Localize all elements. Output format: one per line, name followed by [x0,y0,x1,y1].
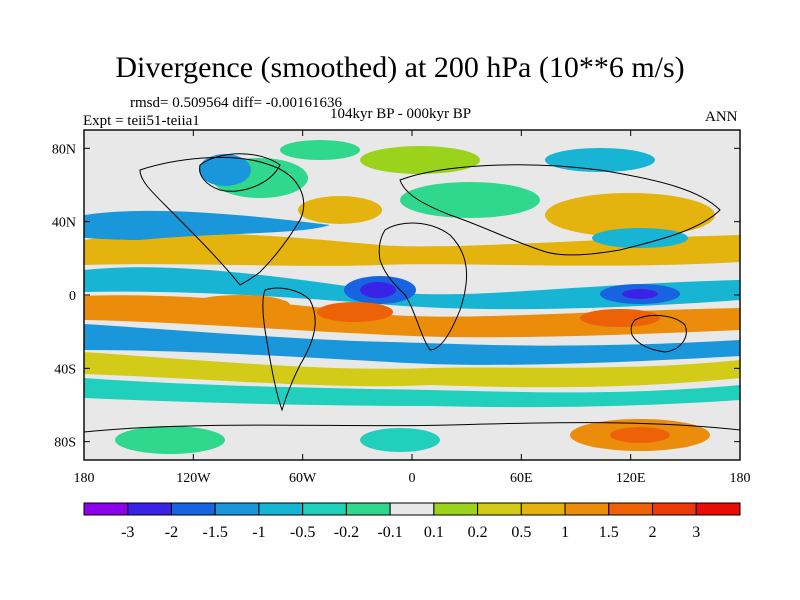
colorbar-label: 1.5 [599,524,619,541]
season-label: ANN [705,109,738,125]
colorbar-label: -0.1 [377,524,402,541]
contour-blob [360,282,396,298]
contour-blob [545,193,715,237]
colorbar-label: 0.2 [468,524,488,541]
colorbar-swatch [433,502,479,516]
contour-blob [592,228,688,248]
divergence-field [84,140,740,454]
x-tick-label: 120E [616,471,646,486]
contour-blob [610,427,670,443]
contour-band [84,352,740,388]
colorbar-swatch [695,502,741,516]
contour-blob [298,196,382,224]
colorbar-label: 3 [692,524,700,541]
colorbar-label: -0.5 [290,524,315,541]
contour-blob [545,148,655,172]
colorbar-swatch [258,502,304,516]
x-tick-label: 0 [409,471,416,486]
contour-blob [190,295,290,315]
contour-blob [360,146,480,174]
contour-blob [580,309,660,327]
x-tick-label: 60W [289,471,317,486]
contour-band [84,210,330,240]
y-tick-label: 0 [69,289,76,304]
x-tick-label: 180 [730,471,751,486]
experiment-label: Expt = teii51-teiia1 [83,113,200,129]
colorbar-label: -2 [165,524,178,541]
contour-blob [280,140,360,160]
y-tick-label: 80N [52,142,76,157]
y-axis: 80N 40N 0 40S 80S [52,142,740,451]
colorbar-swatch [302,502,347,516]
colorbar-swatch [214,502,260,516]
colorbar-swatch [345,502,391,516]
colorbar-label: -0.2 [334,524,359,541]
colorbar-swatch [389,502,435,516]
colorbar-label: -3 [121,524,134,541]
x-axis: 180 120W 60W 0 60E 120E 180 [74,130,751,486]
colorbar: -3 -2 -1.5 -1 -0.5 -0.2 -0.1 0.1 0.2 0.5 1 1.5 2 3 [83,502,741,541]
contour-blob [115,426,225,454]
colorbar-swatch [652,502,697,516]
contour-blob [317,302,393,322]
y-tick-label: 80S [54,436,76,451]
colorbar-label: 2 [649,524,657,541]
colorbar-swatch [477,502,522,516]
contour-band [84,378,740,408]
contour-blob [360,428,440,452]
x-tick-label: 180 [74,471,95,486]
contour-blob [199,154,251,186]
colorbar-label: 0.5 [511,524,531,541]
contour-blob [622,289,658,299]
rmsd-diff-stats: rmsd= 0.509564 diff= -0.00161636 [130,95,343,111]
colorbar-label: 1 [561,524,569,541]
contour-band [84,267,740,310]
colorbar-label: 0.1 [424,524,444,541]
contour-band [84,233,740,266]
period-label: 104kyr BP - 000kyr BP [330,106,472,122]
colorbar-swatch [608,502,654,516]
colorbar-label: -1 [252,524,265,541]
colorbar-swatch [564,502,610,516]
y-tick-label: 40S [54,362,76,377]
contour-blob [400,182,540,218]
x-tick-label: 60E [510,471,533,486]
colorbar-swatch [520,502,566,516]
map-title: Divergence (smoothed) at 200 hPa (10**6 … [115,51,685,84]
colorbar-swatch [170,502,216,516]
colorbar-label: -1.5 [203,524,228,541]
coastlines [84,153,740,433]
colorbar-swatch [127,502,172,516]
colorbar-swatch [83,502,129,516]
x-tick-label: 120W [176,471,211,486]
y-tick-label: 40N [52,216,76,231]
contour-band [84,324,740,365]
